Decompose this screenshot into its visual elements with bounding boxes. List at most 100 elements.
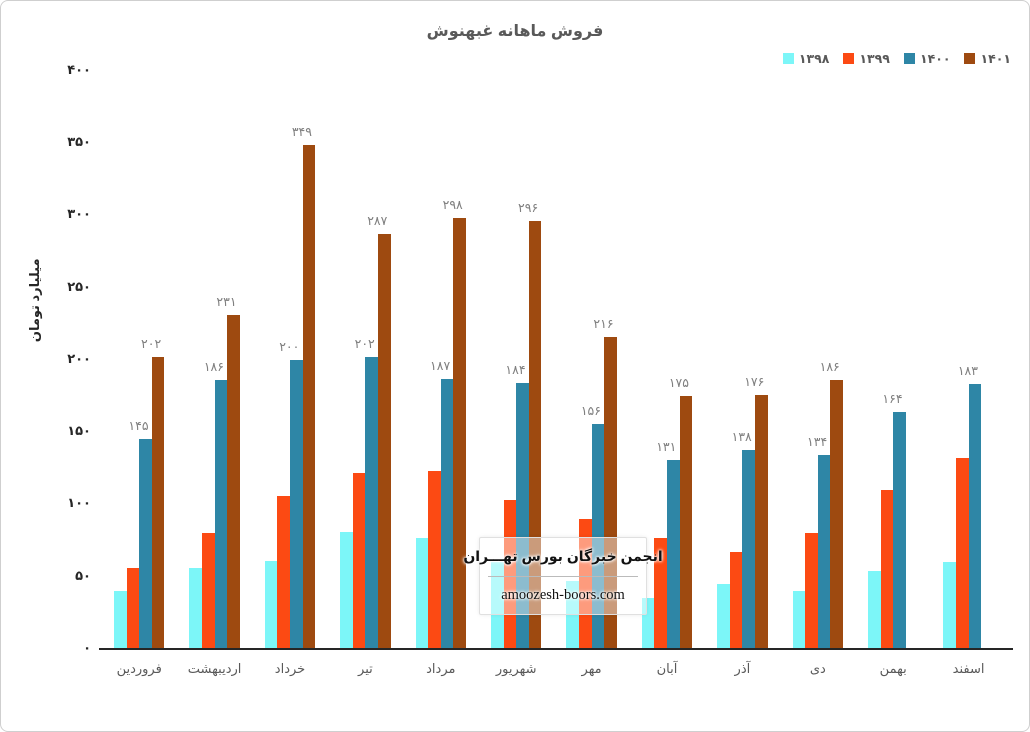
legend-swatch (964, 53, 976, 64)
y-tick-350: ۳۵۰ (67, 134, 91, 150)
bar-1399-m4 (352, 472, 366, 649)
bar-1399-m7 (579, 518, 592, 649)
bar-1398-m5 (415, 537, 429, 649)
y-tick-150: ۱۵۰ (67, 423, 91, 439)
bar-label-1400-m11: ۱۶۴ (882, 391, 903, 406)
legend-label: ۱۳۹۹ (859, 52, 890, 66)
bar-1401-m1 (151, 357, 165, 649)
bar-1401-m3 (302, 144, 316, 649)
bar-1400-m3 (290, 359, 303, 649)
bar-label-1400-m1: ۱۴۵ (128, 419, 149, 434)
bar-1398-m10 (792, 591, 806, 649)
bar-1400-m6 (516, 383, 529, 649)
bar-1401-m2 (227, 315, 240, 649)
legend-label: ۱۴۰۱ (980, 52, 1011, 66)
bar-1398-m7 (566, 581, 579, 649)
x-axis-line (99, 648, 1013, 650)
bar-1401-m8 (679, 396, 693, 649)
y-tick-250: ۲۵۰ (67, 278, 91, 294)
legend: ۱۳۹۸ ۱۳۹۹ ۱۴۰۰ ۱۴۰۱ (782, 51, 1011, 66)
legend-label: ۱۴۰۰ (919, 52, 951, 66)
bar-label-1400-m12: ۱۸۳ (957, 364, 978, 379)
legend-swatch (782, 53, 794, 64)
bar-label-1400-m6: ۱۸۴ (505, 363, 526, 378)
bar-1399-m11 (880, 489, 894, 649)
bar-1398-m11 (868, 570, 881, 649)
bar-1398-m2 (189, 568, 202, 649)
bar-label-1401-m9: ۱۷۶ (744, 374, 765, 389)
y-tick-0: ۰ (83, 640, 91, 655)
bar-1399-m5 (428, 471, 441, 649)
bar-1401-m5 (453, 218, 466, 649)
x-label-m10: دی (809, 661, 826, 676)
x-label-m5: مرداد (426, 661, 456, 676)
x-label-m12: اسفند (952, 661, 985, 676)
legend-item-۱۴۰۱: ۱۴۰۱ (964, 51, 1011, 66)
bar-label-1401-m5: ۲۹۸ (442, 198, 463, 213)
bar-1401-m9 (755, 394, 768, 649)
bar-1400-m8 (667, 459, 680, 649)
bar-label-1400-m4: ۲۰۲ (354, 337, 375, 351)
legend-item-۱۳۹۹: ۱۳۹۹ (843, 51, 890, 66)
watermark-divider (488, 575, 638, 577)
bar-1400-m7 (591, 423, 605, 649)
bar-1398-m3 (264, 560, 278, 649)
y-tick-300: ۳۰۰ (67, 206, 91, 222)
bar-label-1401-m6: ۲۹۶ (518, 201, 539, 216)
bar-label-1401-m7: ۲۱۶ (593, 316, 614, 331)
watermark-url: amoozesh-boors.com (501, 586, 625, 603)
watermark-text: انجمن خبرگان بورس تهـــران (463, 548, 663, 565)
chart-title: فروش ماهانه غبهنوش (426, 23, 604, 40)
bar-label-1401-m8: ۱۷۵ (668, 376, 689, 391)
bar-1398-m1 (114, 591, 127, 649)
bar-1398-m8 (641, 598, 655, 649)
bar-1401-m4 (378, 234, 391, 649)
bar-1400-m11 (893, 411, 906, 649)
bar-label-1401-m3: ۳۴۹ (291, 124, 312, 139)
bar-1400-m1 (139, 439, 152, 649)
x-label-m4: تیر (358, 661, 373, 676)
bar-1400-m12 (968, 384, 982, 649)
x-label-m7: مهر (581, 661, 602, 676)
y-tick-50: ۵۰ (75, 567, 91, 583)
y-tick-200: ۲۰۰ (67, 350, 91, 366)
legend-swatch (903, 53, 915, 64)
bar-1399-m1 (126, 568, 140, 649)
bar-1399-m8 (654, 537, 667, 649)
legend-item-۱۳۹۸: ۱۳۹۸ (782, 51, 829, 66)
bar-1399-m3 (277, 495, 290, 649)
bar-1399-m10 (805, 533, 818, 649)
bar-1399-m2 (202, 533, 215, 649)
bar-label-1400-m7: ۱۵۶ (580, 403, 601, 418)
bar-label-1400-m10: ۱۳۴ (807, 435, 828, 450)
bar-label-1401-m4: ۲۸۷ (367, 214, 388, 229)
legend-swatch (843, 53, 855, 64)
bar-1398-m6 (491, 562, 504, 649)
x-label-m2: اردیبهشت (187, 661, 242, 676)
bar-label-1400-m3: ۲۰۰ (279, 339, 300, 354)
watermark: انجمن خبرگان بورس تهـــران amoozesh-boor… (463, 537, 663, 615)
bar-label-1401-m10: ۱۸۶ (819, 360, 840, 375)
x-label-m6: شهریور (495, 661, 537, 676)
y-axis-title: میلیارد تومان (27, 258, 42, 343)
bar-1398-m9 (717, 583, 730, 649)
bar-label-1401-m1: ۲۰۲ (141, 337, 162, 351)
y-tick-100: ۱۰۰ (67, 495, 91, 511)
bar-label-1400-m9: ۱۳۸ (731, 429, 752, 444)
bar-1398-m4 (340, 531, 353, 649)
bar-1400-m10 (817, 455, 831, 649)
x-label-m8: آبان (656, 661, 678, 676)
bar-1400-m9 (742, 449, 755, 649)
legend-item-۱۴۰۰: ۱۴۰۰ (903, 51, 951, 66)
bar-label-1400-m2: ۱۸۶ (203, 360, 224, 375)
bar-1400-m5 (440, 378, 454, 649)
y-tick-400: ۴۰۰ (67, 61, 91, 77)
bar-1401-m7 (604, 336, 617, 649)
bar-1400-m4 (365, 357, 378, 649)
bar-1401-m6 (528, 221, 542, 649)
bar-label-1400-m5: ۱۸۷ (430, 358, 451, 373)
bar-1401-m10 (830, 380, 843, 649)
x-label-m1: فروردین (116, 661, 162, 676)
bar-label-1400-m8: ۱۳۱ (656, 439, 677, 454)
